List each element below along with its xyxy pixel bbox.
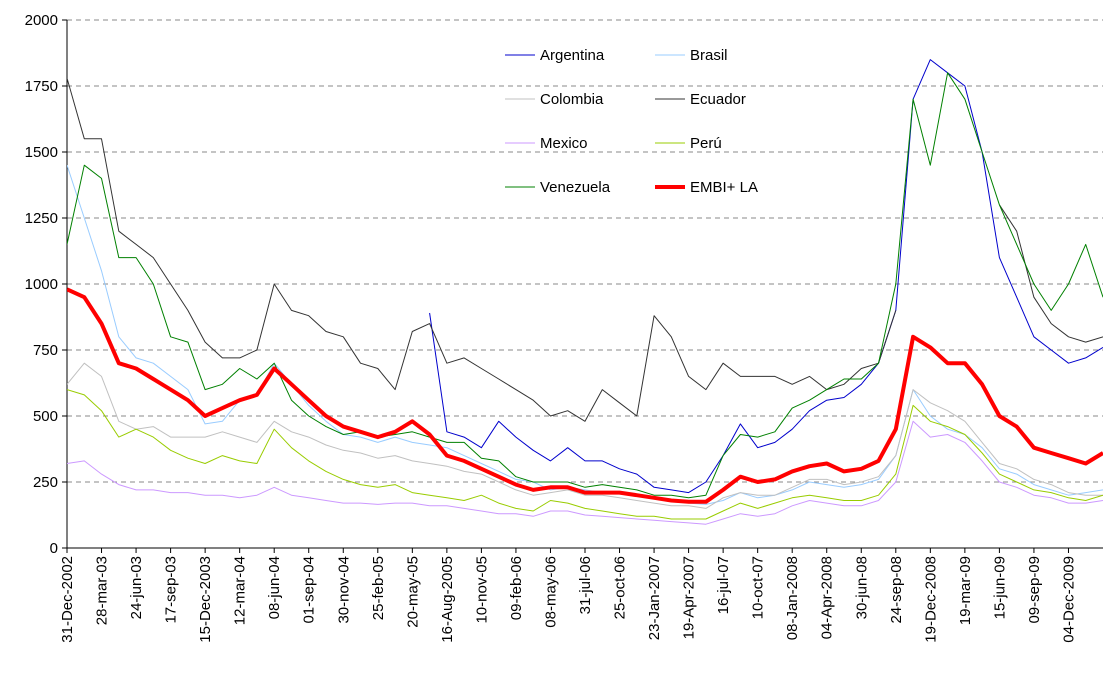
x-tick-label: 08-may-06 bbox=[542, 556, 559, 628]
y-tick-label: 1250 bbox=[25, 210, 58, 227]
legend-label: Argentina bbox=[540, 47, 605, 64]
x-tick-label: 25-oct-06 bbox=[612, 556, 629, 619]
x-tick-label: 09-sep-09 bbox=[1026, 556, 1043, 624]
x-tick-label: 28-mar-03 bbox=[94, 556, 111, 625]
y-tick-label: 1000 bbox=[25, 276, 58, 293]
series-line bbox=[67, 72, 1103, 499]
x-tick-label: 31-Dec-2002 bbox=[59, 556, 76, 643]
x-tick-label: 15-Dec-2003 bbox=[197, 556, 214, 643]
y-tick-label: 250 bbox=[33, 474, 58, 491]
y-tick-label: 0 bbox=[50, 540, 58, 557]
x-tick-label: 10-nov-05 bbox=[473, 556, 490, 624]
legend-label: Ecuador bbox=[690, 91, 746, 108]
legend-label: Colombia bbox=[540, 91, 604, 108]
x-tick-label: 10-oct-07 bbox=[750, 556, 767, 619]
x-tick-label: 24-sep-08 bbox=[888, 556, 905, 624]
x-tick-label: 23-Jan-2007 bbox=[646, 556, 663, 640]
legend-label: Venezuela bbox=[540, 179, 611, 196]
series-line bbox=[67, 165, 1103, 505]
x-tick-label: 16-jul-07 bbox=[715, 556, 732, 614]
x-tick-label: 17-sep-03 bbox=[163, 556, 180, 624]
x-tick-label: 19-Dec-2008 bbox=[922, 556, 939, 643]
x-tick-label: 08-jun-04 bbox=[266, 556, 283, 619]
series-line bbox=[67, 362, 1103, 509]
series-line bbox=[67, 389, 1103, 520]
y-tick-label: 750 bbox=[33, 342, 58, 359]
x-tick-label: 12-mar-04 bbox=[232, 556, 249, 625]
legend-label: EMBI+ LA bbox=[690, 179, 758, 196]
x-tick-label: 16-Aug-2005 bbox=[439, 556, 456, 643]
legend-label: Brasil bbox=[690, 47, 728, 64]
x-tick-label: 30-jun-08 bbox=[853, 556, 870, 619]
x-tick-label: 01-sep-04 bbox=[301, 556, 318, 624]
x-tick-label: 15-jun-09 bbox=[991, 556, 1008, 619]
x-tick-label: 04-Dec-2009 bbox=[1060, 556, 1077, 643]
legend-label: Perú bbox=[690, 135, 722, 152]
x-tick-label: 19-mar-09 bbox=[957, 556, 974, 625]
y-tick-label: 2000 bbox=[25, 12, 58, 29]
legend-label: Mexico bbox=[540, 135, 588, 152]
y-tick-label: 500 bbox=[33, 408, 58, 425]
y-tick-label: 1750 bbox=[25, 78, 58, 95]
x-tick-label: 24-jun-03 bbox=[128, 556, 145, 619]
x-tick-label: 09-feb-06 bbox=[508, 556, 525, 620]
x-tick-label: 04-Apr-2008 bbox=[819, 556, 836, 639]
series-line bbox=[67, 287, 1103, 504]
series-line bbox=[67, 77, 1103, 422]
x-tick-label: 31-jul-06 bbox=[577, 556, 594, 614]
y-tick-label: 1500 bbox=[25, 144, 58, 161]
x-tick-label: 19-Apr-2007 bbox=[681, 556, 698, 639]
series-line bbox=[67, 420, 1103, 525]
x-tick-label: 08-Jan-2008 bbox=[784, 556, 801, 640]
x-tick-label: 30-nov-04 bbox=[335, 556, 352, 624]
series-line bbox=[429, 59, 1103, 494]
x-tick-label: 25-feb-05 bbox=[370, 556, 387, 620]
x-tick-label: 20-may-05 bbox=[404, 556, 421, 628]
